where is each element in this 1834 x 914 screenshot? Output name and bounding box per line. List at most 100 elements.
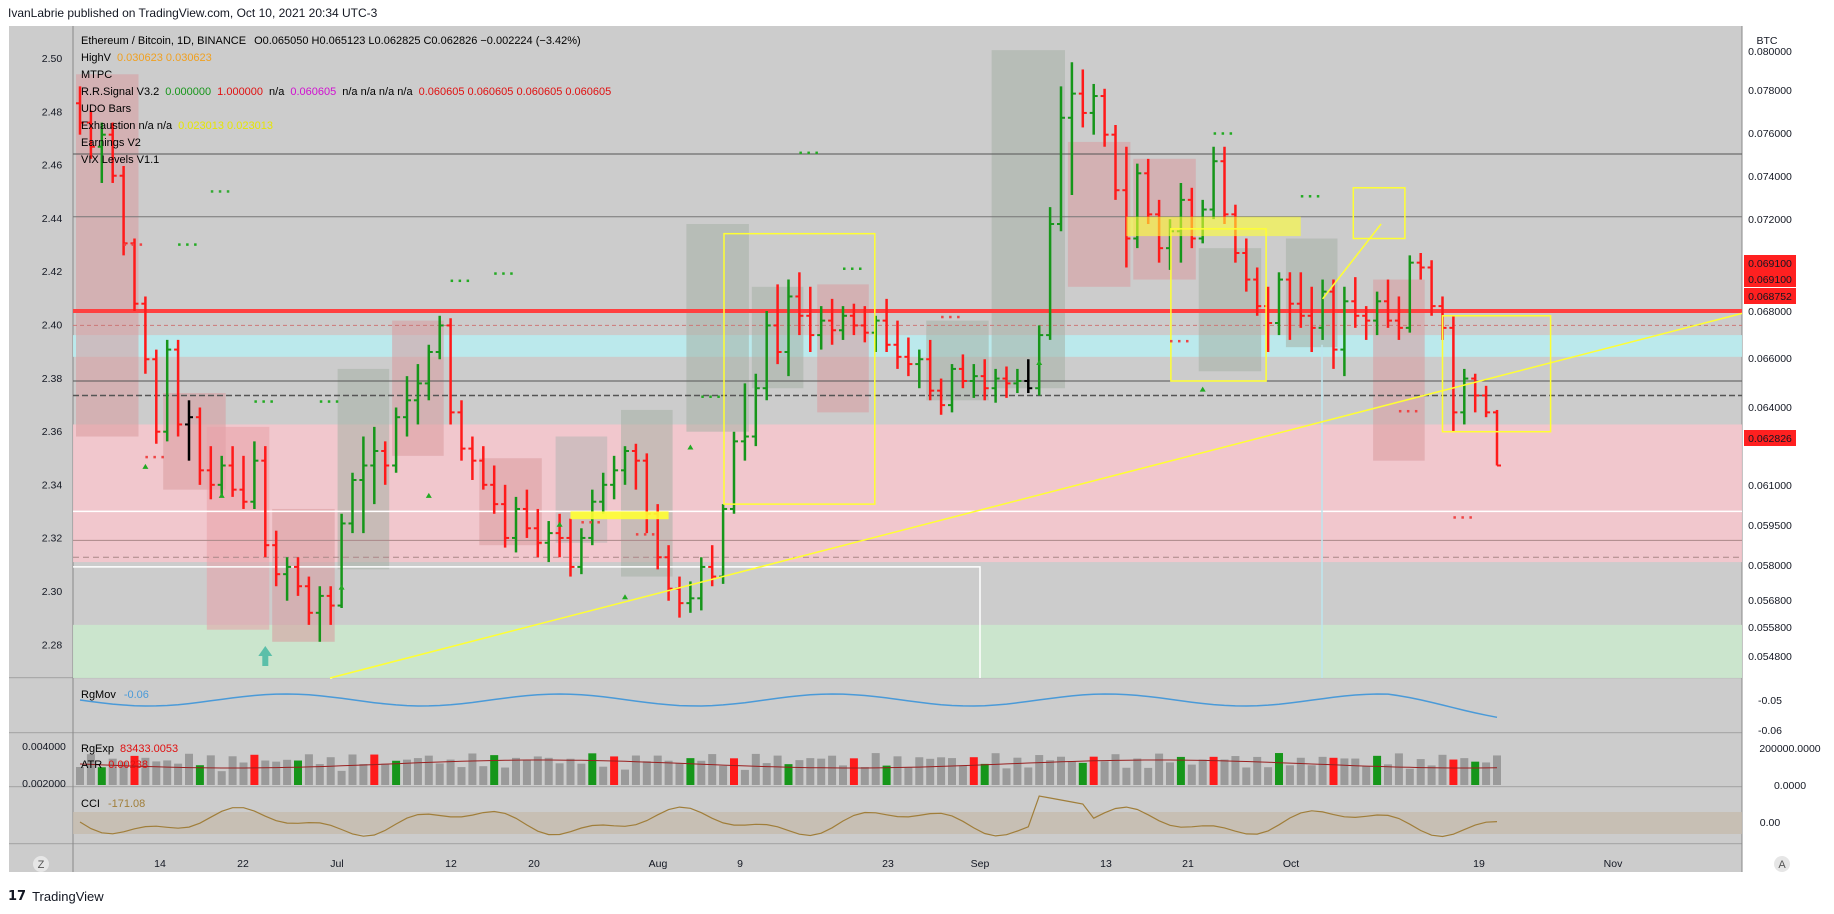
- ohlc-bar: [1405, 255, 1414, 333]
- volume-bar: [392, 760, 401, 785]
- price-tick-label: 0.066000: [1748, 353, 1792, 365]
- ohlc-bar: [621, 446, 629, 485]
- ohlc-bar: [392, 407, 401, 473]
- signal-dot: [1170, 339, 1173, 343]
- price-tick-label: 0.056800: [1748, 595, 1792, 607]
- atr-legend[interactable]: ATR 0.00238: [81, 759, 148, 771]
- ohlc-bar: [730, 431, 738, 514]
- ohlc-bar: [522, 489, 531, 538]
- volume-bar: [948, 758, 956, 785]
- cci-legend[interactable]: CCI -171.08: [81, 798, 145, 810]
- signal-dot: [161, 455, 164, 459]
- ohlc-bar: [762, 310, 771, 401]
- price-tick-label: 0.054800: [1748, 651, 1792, 663]
- volume-bar: [381, 763, 390, 785]
- volume-bar: [337, 770, 346, 785]
- volume-bar: [1013, 757, 1022, 785]
- volume-tick-label: 200000.0000: [1759, 743, 1820, 755]
- volume-bar: [730, 758, 738, 785]
- legend-vix[interactable]: VIX Levels V1.1: [81, 154, 159, 166]
- rgmov-legend[interactable]: RgMov -0.06: [81, 689, 149, 701]
- price-tag-label: 0.069100: [1748, 274, 1792, 286]
- ohlc-bar: [751, 373, 760, 447]
- tradingview-brand[interactable]: TradingView: [32, 889, 104, 904]
- volume-bar: [653, 755, 662, 785]
- legend-highv[interactable]: HighV 0.030623 0.030623: [81, 52, 212, 64]
- volume-bar: [697, 760, 706, 785]
- volume-bar: [1405, 768, 1414, 785]
- volume-bar: [588, 753, 597, 785]
- volume-bar: [1275, 753, 1283, 785]
- legend-earnings[interactable]: Earnings V2: [81, 137, 141, 149]
- ohlc-bar: [76, 86, 84, 135]
- price-tag: [1744, 271, 1796, 287]
- up-arrow: [622, 594, 628, 600]
- up-arrow: [556, 521, 563, 527]
- volume-bar: [1198, 759, 1207, 785]
- volume-bar: [642, 761, 651, 785]
- volume-bar: [217, 771, 226, 785]
- volume-bar: [141, 757, 150, 785]
- legend-mtpc[interactable]: MTPC: [81, 69, 112, 81]
- ohlc-bar: [1122, 146, 1131, 268]
- volume-bar: [751, 753, 760, 785]
- log-scale-button[interactable]: [33, 856, 49, 872]
- legend-exhaustion[interactable]: Exhaustion n/a n/a 0.023013 0.023013: [81, 120, 273, 132]
- price-tick-label: 0.068000: [1748, 306, 1792, 318]
- volume-bar: [664, 760, 673, 785]
- volume-bar: [795, 760, 804, 785]
- auto-scale-button[interactable]: [1774, 856, 1790, 872]
- signal-dot: [651, 533, 655, 536]
- price-tick-label: 0.076000: [1748, 128, 1792, 140]
- volume-bar: [370, 754, 379, 785]
- time-tick-label: 9: [737, 858, 743, 870]
- ohlc-bar: [1078, 69, 1087, 128]
- volume-bar: [174, 763, 183, 785]
- legend-udo[interactable]: UDO Bars: [81, 103, 132, 115]
- up-arrow: [1199, 386, 1206, 392]
- signal-dot: [1414, 409, 1418, 413]
- signal-dot: [327, 400, 331, 403]
- signal-dot: [458, 279, 462, 283]
- volume-bar: [97, 767, 106, 785]
- signal-dot: [1469, 516, 1472, 519]
- rgmov-tick-label: -0.05: [1758, 695, 1782, 707]
- up-arrow: [338, 584, 345, 590]
- time-axis-bg[interactable]: [9, 845, 1742, 872]
- shaded-box: [206, 426, 270, 630]
- volume-bar: [784, 764, 793, 785]
- volume-bar: [195, 765, 204, 785]
- signal-dot: [254, 400, 257, 403]
- volume-bar: [413, 758, 422, 785]
- ohlc-bar: [250, 441, 259, 509]
- ohlc-bar: [261, 446, 270, 558]
- ohlc-bar: [424, 344, 433, 401]
- ohlc-bar: [860, 306, 869, 343]
- legend-symbol[interactable]: Ethereum / Bitcoin, 1D, BINANCE O0.065050…: [81, 35, 581, 47]
- volume-bar: [555, 763, 564, 785]
- price-tick-label: 0.061000: [1748, 480, 1792, 492]
- signal-dot: [145, 455, 148, 459]
- signal-dot: [139, 243, 143, 246]
- volume-bar: [1449, 759, 1458, 785]
- volume-bar: [1285, 765, 1294, 785]
- ohlc-bar: [1318, 279, 1327, 340]
- ohlc-bar: [1296, 272, 1305, 328]
- left-tick-label: 2.36: [42, 426, 63, 438]
- legend-rr-signal[interactable]: R.R.Signal V3.2 0.000000 1.000000 n/a 0.0606…: [81, 86, 611, 98]
- rgexp-legend[interactable]: RgExp 83433.0053: [81, 743, 178, 755]
- volume-bar: [1242, 767, 1251, 785]
- time-tick-label: 22: [237, 858, 249, 870]
- tradingview-logo-icon[interactable]: 17: [8, 889, 27, 904]
- ohlc-bar: [163, 339, 172, 442]
- volume-bar: [108, 758, 117, 785]
- volume-bar: [490, 755, 499, 785]
- ohlc-bar: [468, 436, 477, 480]
- ohlc-bar: [283, 557, 292, 601]
- chart-canvas[interactable]: 0.080000 0.078000 0.076000 0.074000 0.072000…: [0, 0, 1834, 884]
- volume-bar: [446, 759, 455, 785]
- ohlc-bar: [174, 339, 183, 437]
- signal-dot: [466, 279, 470, 283]
- volume-bar: [403, 759, 411, 785]
- volume-bar: [806, 758, 815, 785]
